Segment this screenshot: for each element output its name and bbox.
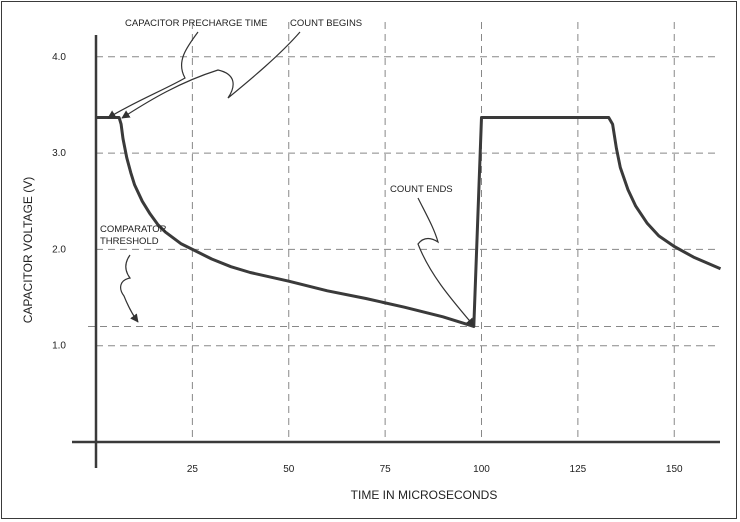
annotation-label: COMPARATOR THRESHOLD — [100, 224, 167, 247]
grid — [96, 22, 720, 442]
annotation-label: CAPACITOR PRECHARGE TIME — [125, 18, 268, 29]
annotation-label: COUNT ENDS — [390, 184, 453, 195]
y-tick-label: 2.0 — [52, 244, 66, 255]
annotation-label: COUNT BEGINS — [290, 18, 362, 29]
x-tick-label: 25 — [187, 464, 199, 475]
annotation-leader-arrow — [417, 197, 475, 327]
y-tick-label: 4.0 — [52, 52, 66, 63]
annotation-leader-arrow — [121, 31, 301, 119]
annotations: CAPACITOR PRECHARGE TIME COUNT BEGINS COUN… — [100, 18, 475, 327]
series-layer — [96, 116, 722, 328]
x-tick-label: 50 — [283, 464, 295, 475]
x-axis-label: TIME IN MICROSECONDS — [351, 488, 498, 502]
y-axis-label: CAPACITOR VOLTAGE (V) — [21, 177, 35, 323]
annotation-line: COMPARATOR — [100, 224, 167, 235]
x-tick-label: 75 — [380, 464, 392, 475]
annotation-leader-arrow — [107, 31, 199, 119]
y-tick-label: 1.0 — [52, 341, 66, 352]
annotation-leader-arrow — [120, 254, 139, 323]
annotation-line: THRESHOLD — [100, 236, 159, 247]
voltage-series-line — [96, 116, 722, 328]
x-tick-label: 125 — [570, 464, 587, 475]
tick-labels: 25 50 75 100 125 150 1.0 2.0 3.0 4.0 — [52, 52, 683, 475]
x-tick-label: 100 — [473, 464, 490, 475]
y-tick-label: 3.0 — [52, 148, 66, 159]
axes — [72, 35, 720, 468]
x-tick-label: 150 — [666, 464, 683, 475]
